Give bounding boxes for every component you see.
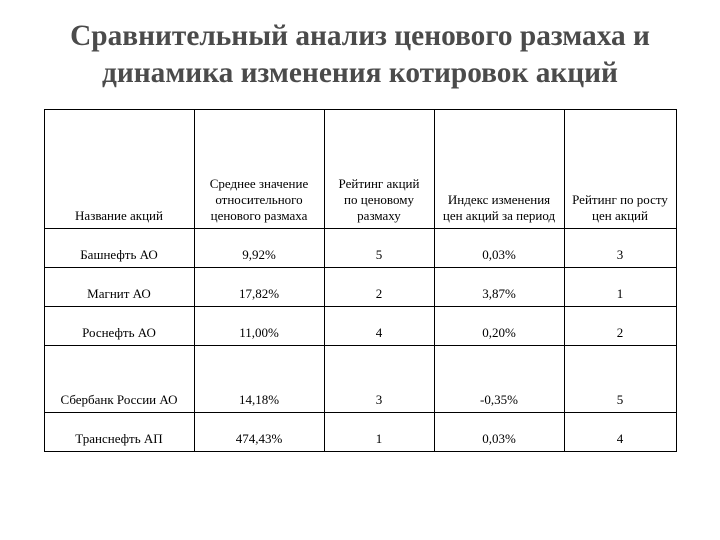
cell-avg: 11,00% [194, 307, 324, 346]
table-row: Транснефть АП 474,43% 1 0,03% 4 [44, 413, 676, 452]
col-header-avg: Среднее значение относительного ценового… [194, 110, 324, 229]
table-row: Магнит АО 17,82% 2 3,87% 1 [44, 268, 676, 307]
cell-name: Магнит АО [44, 268, 194, 307]
cell-name: Сбербанк России АО [44, 346, 194, 413]
cell-name: Роснефть АО [44, 307, 194, 346]
table-row: Роснефть АО 11,00% 4 0,20% 2 [44, 307, 676, 346]
page-title: Сравнительный анализ ценового размаха и … [40, 18, 680, 91]
table-header-row: Название акций Среднее значение относите… [44, 110, 676, 229]
cell-avg: 474,43% [194, 413, 324, 452]
cell-avg: 9,92% [194, 229, 324, 268]
cell-index: 0,20% [434, 307, 564, 346]
cell-rank-range: 5 [324, 229, 434, 268]
cell-rank-growth: 5 [564, 346, 676, 413]
cell-name: Башнефть АО [44, 229, 194, 268]
cell-index: 3,87% [434, 268, 564, 307]
cell-rank-range: 1 [324, 413, 434, 452]
cell-avg: 17,82% [194, 268, 324, 307]
cell-avg: 14,18% [194, 346, 324, 413]
analysis-table: Название акций Среднее значение относите… [44, 109, 677, 452]
cell-rank-range: 2 [324, 268, 434, 307]
col-header-index: Индекс изменения цен акций за период [434, 110, 564, 229]
col-header-rank-growth: Рейтинг по росту цен акций [564, 110, 676, 229]
cell-rank-growth: 2 [564, 307, 676, 346]
cell-index: -0,35% [434, 346, 564, 413]
table-body: Башнефть АО 9,92% 5 0,03% 3 Магнит АО 17… [44, 229, 676, 452]
table-row: Сбербанк России АО 14,18% 3 -0,35% 5 [44, 346, 676, 413]
cell-index: 0,03% [434, 229, 564, 268]
col-header-name: Название акций [44, 110, 194, 229]
cell-index: 0,03% [434, 413, 564, 452]
slide: Сравнительный анализ ценового размаха и … [0, 0, 720, 540]
table-row: Башнефть АО 9,92% 5 0,03% 3 [44, 229, 676, 268]
cell-rank-range: 3 [324, 346, 434, 413]
title-line-2: динамика изменения котировок акций [102, 57, 618, 89]
cell-rank-growth: 4 [564, 413, 676, 452]
col-header-rank-range: Рейтинг акций по ценовому размаху [324, 110, 434, 229]
cell-rank-growth: 3 [564, 229, 676, 268]
cell-rank-range: 4 [324, 307, 434, 346]
cell-name: Транснефть АП [44, 413, 194, 452]
title-line-1: Сравнительный анализ ценового размаха и [70, 20, 650, 52]
cell-rank-growth: 1 [564, 268, 676, 307]
